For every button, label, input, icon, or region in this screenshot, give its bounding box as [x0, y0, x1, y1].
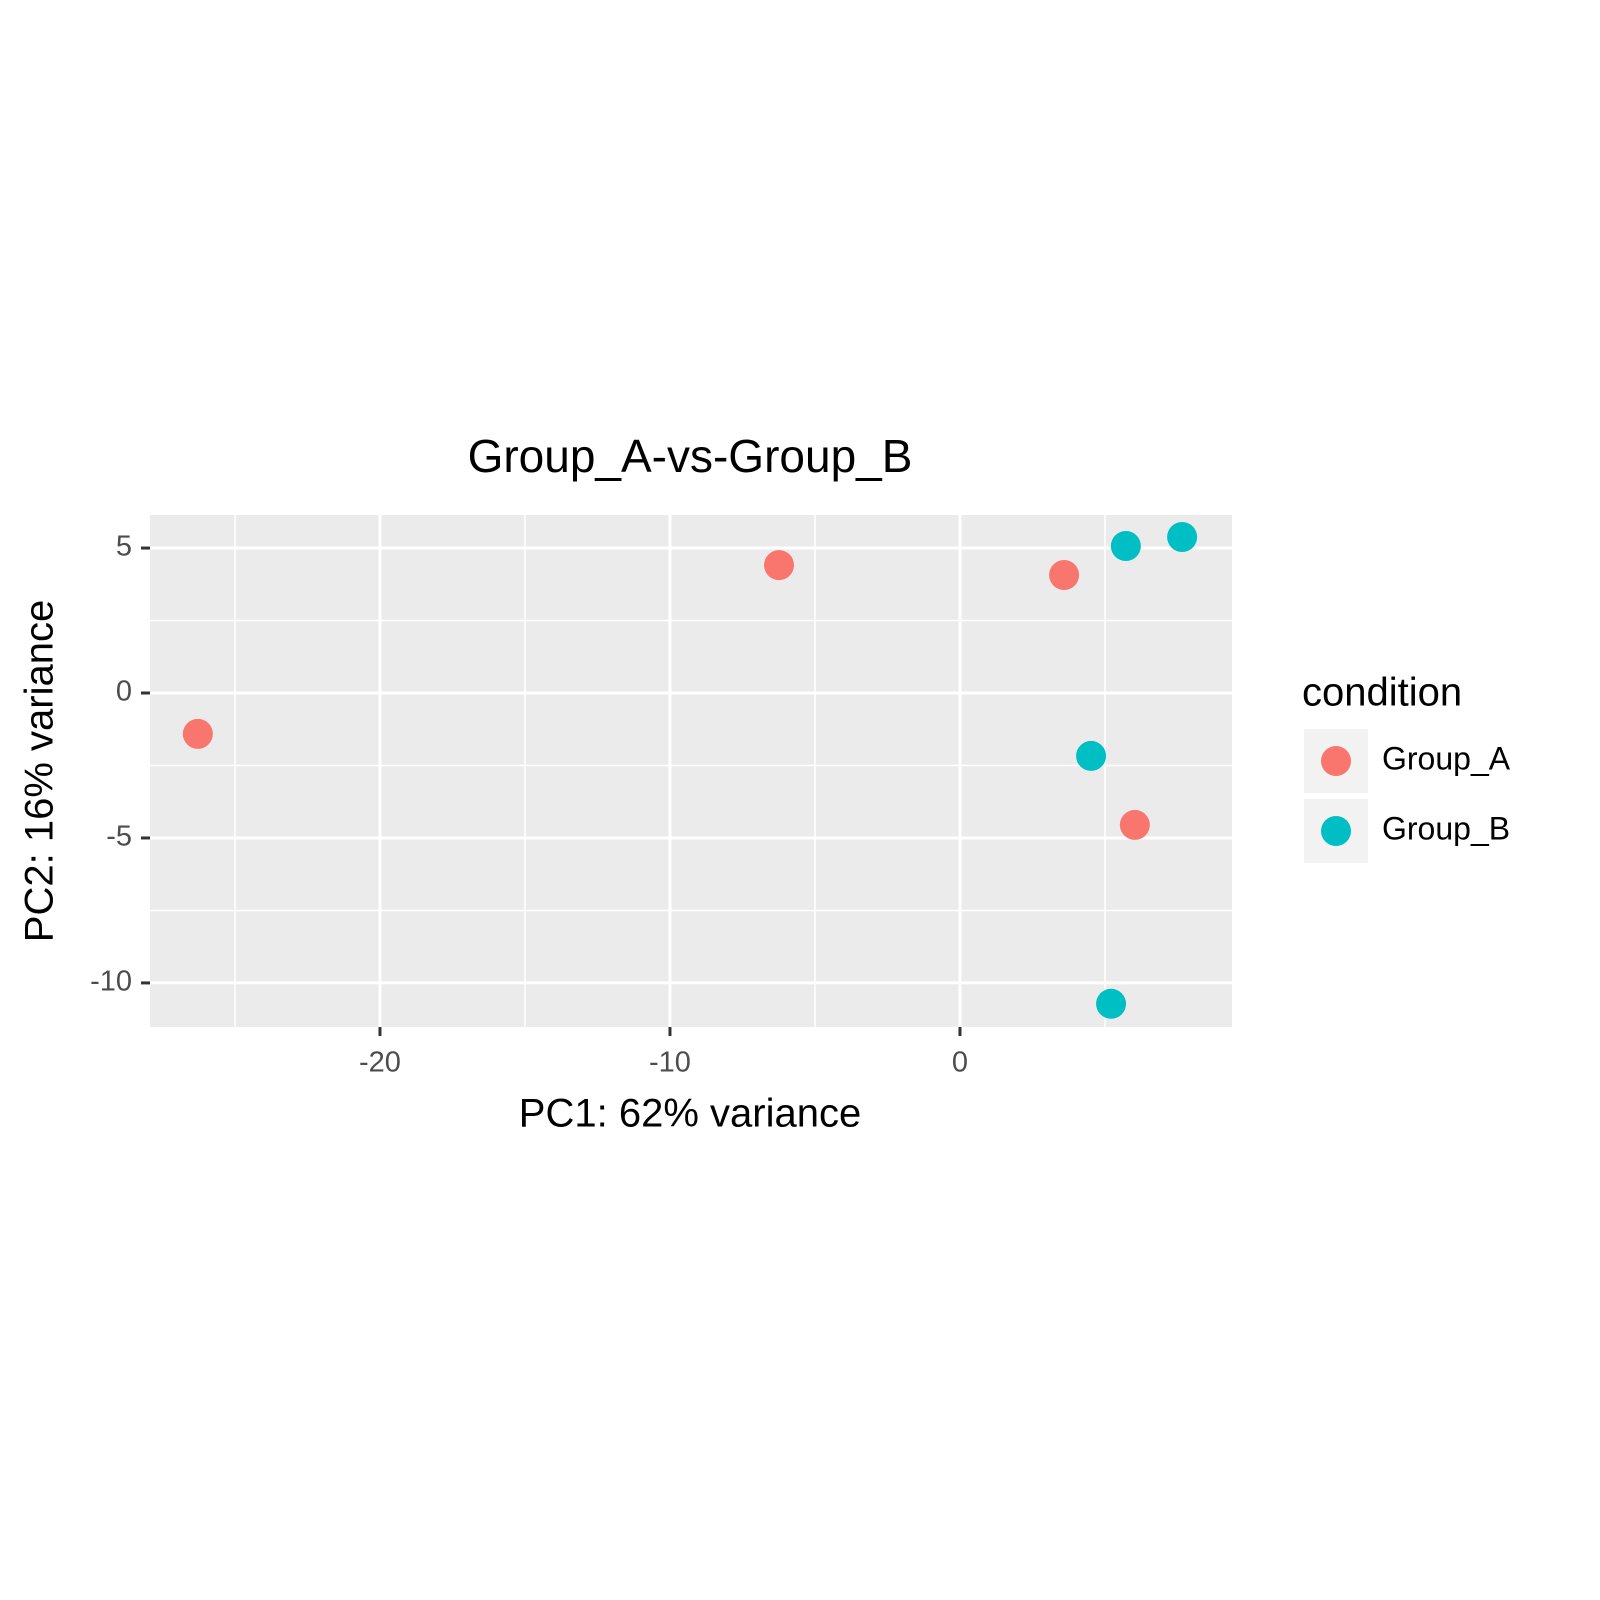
chart-title: Group_A-vs-Group_B [468, 430, 913, 482]
legend-label: Group_A [1382, 740, 1511, 776]
legend-marker [1321, 816, 1351, 846]
x-tick-label: 0 [952, 1047, 968, 1079]
y-tick-label: -10 [90, 966, 132, 998]
point [182, 718, 213, 749]
legend-label: Group_B [1382, 810, 1510, 846]
point [764, 550, 795, 581]
plot-panel [150, 515, 1232, 1027]
point [1076, 740, 1107, 771]
point [1119, 809, 1150, 840]
legend-marker [1321, 746, 1351, 776]
y-tick-label: -5 [106, 821, 132, 853]
point [1096, 988, 1127, 1019]
y-axis-title: PC2: 16% variance [18, 600, 62, 942]
point [1049, 560, 1080, 591]
legend-title: condition [1302, 671, 1462, 715]
x-tick-label: -10 [649, 1047, 691, 1079]
x-tick-label: -20 [359, 1047, 401, 1079]
point [1110, 531, 1141, 562]
x-axis-title: PC1: 62% variance [519, 1092, 861, 1136]
y-tick-label: 0 [116, 676, 132, 708]
y-tick-label: 5 [116, 531, 132, 563]
point [1167, 522, 1198, 553]
